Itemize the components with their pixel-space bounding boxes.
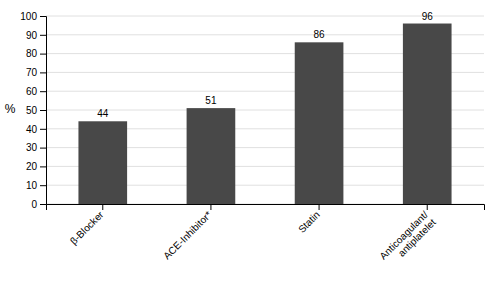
y-tick-label: 100	[20, 11, 37, 22]
y-axis-title: %	[5, 102, 16, 116]
bar	[187, 108, 236, 204]
y-tick: 50	[26, 105, 46, 116]
y-tick-mark	[40, 148, 46, 149]
y-axis: 0 10 20 30 40 50 60 70 80 90 100	[20, 11, 46, 210]
y-tick: 70	[26, 67, 46, 78]
y-tick-mark	[40, 72, 46, 73]
bar	[78, 121, 127, 204]
y-tick-label: 0	[31, 199, 37, 210]
x-tick-label: Statin	[296, 209, 322, 235]
x-tick-mark	[102, 204, 103, 210]
y-tick-mark	[40, 166, 46, 167]
y-tick-mark	[40, 110, 46, 111]
y-tick-mark	[40, 35, 46, 36]
data-labels: 44 51 86 96	[97, 11, 433, 120]
y-tick-label: 30	[26, 142, 38, 153]
x-axis: β-Blocker ACE-Inhibitor* Statin Anticoagula…	[47, 204, 485, 269]
y-tick-label: 90	[26, 30, 38, 41]
y-tick: 30	[26, 142, 46, 153]
bar	[403, 24, 452, 204]
y-tick: 20	[26, 161, 46, 172]
y-tick-label: 20	[26, 161, 38, 172]
x-axis-line	[47, 205, 485, 211]
y-tick-label: 80	[26, 48, 38, 59]
x-tick-mark	[210, 204, 211, 210]
y-tick-mark	[40, 91, 46, 92]
y-tick-label: 40	[26, 124, 38, 135]
y-tick-label: 50	[26, 105, 38, 116]
y-tick: 60	[26, 86, 46, 97]
plot: 44 51 86 96 0 10 20 30 40 50 60 70 80 90 100 β-Blocker A…	[20, 11, 484, 270]
y-tick: 40	[26, 124, 46, 135]
x-tick: ACE-Inhibitor*	[161, 204, 214, 262]
grid	[46, 16, 484, 204]
bars	[78, 24, 451, 204]
y-tick-mark	[40, 129, 46, 130]
y-tick: 10	[26, 180, 46, 191]
x-tick: β-Blocker	[68, 204, 106, 247]
x-tick-mark	[427, 204, 428, 210]
y-tick-mark	[40, 185, 46, 186]
y-tick-mark	[40, 16, 46, 17]
bar	[295, 42, 344, 204]
y-tick: 0	[31, 199, 46, 210]
y-tick-mark	[40, 204, 46, 205]
y-tick-label: 10	[26, 180, 38, 191]
chart: 44 51 86 96 0 10 20 30 40 50 60 70 80 90 100 β-Blocker A…	[0, 0, 500, 286]
x-tick: Anticoagulant/antiplatelet	[377, 204, 438, 269]
data-label: 96	[422, 11, 434, 22]
data-label: 44	[97, 108, 109, 119]
y-tick-label: 70	[26, 67, 38, 78]
y-tick: 100	[20, 11, 46, 22]
x-tick-mark	[319, 204, 320, 210]
x-tick-label: ACE-Inhibitor*	[161, 209, 214, 262]
data-label: 86	[314, 29, 326, 40]
x-tick: Statin	[296, 204, 322, 235]
x-tick-label: Anticoagulant/antiplatelet	[377, 209, 438, 270]
grid-line	[46, 16, 484, 17]
y-tick: 80	[26, 48, 46, 59]
y-axis-line	[40, 17, 47, 205]
y-tick: 90	[26, 30, 46, 41]
y-tick-mark	[40, 54, 46, 55]
y-tick-label: 60	[26, 86, 38, 97]
x-tick-label: β-Blocker	[68, 208, 106, 246]
data-label: 51	[205, 95, 217, 106]
